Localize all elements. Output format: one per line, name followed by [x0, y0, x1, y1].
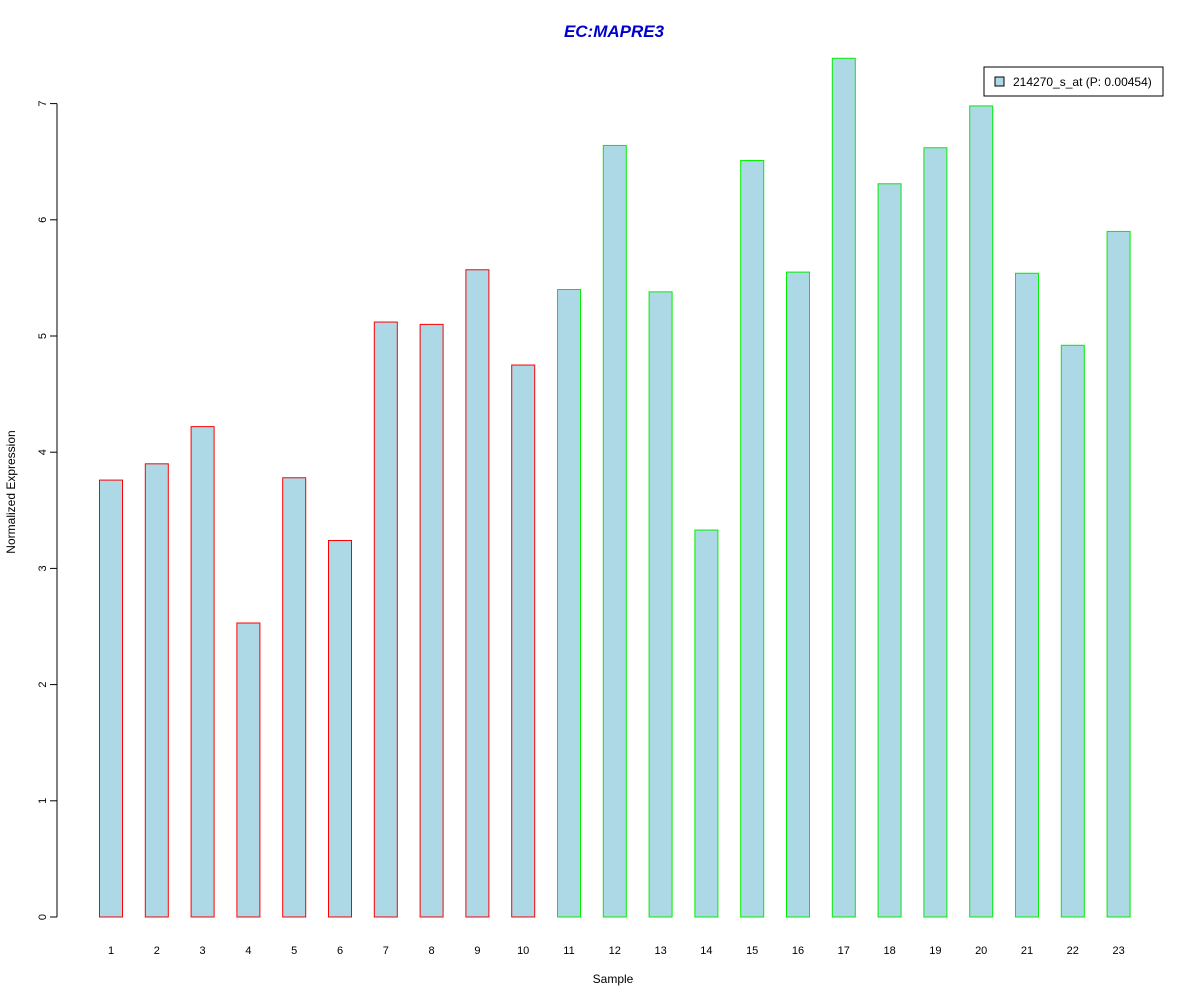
bar-sample-23: [1106, 230, 1131, 918]
x-tick-label: 1: [108, 945, 114, 957]
x-tick-label: 12: [609, 945, 621, 957]
legend-label: 214270_s_at (P: 0.00454): [1013, 75, 1152, 89]
x-tick-label: 9: [474, 945, 480, 957]
bar-sample-10: [511, 364, 536, 918]
bar-sample-3: [190, 426, 215, 918]
chart-title: EC:MAPRE3: [564, 22, 665, 41]
x-tick-label: 5: [291, 945, 297, 957]
bar-sample-8: [419, 323, 444, 918]
y-tick-label: 2: [37, 682, 49, 688]
x-tick-label: 6: [337, 945, 343, 957]
bar-sample-12: [602, 144, 627, 918]
x-axis-label: Sample: [593, 972, 634, 986]
bar-sample-13: [648, 291, 673, 918]
x-tick-label: 10: [517, 945, 529, 957]
legend-swatch: [994, 76, 1005, 87]
bar-sample-18: [877, 183, 902, 918]
x-tick-label: 8: [429, 945, 435, 957]
legend: 214270_s_at (P: 0.00454): [983, 66, 1164, 97]
bar-sample-16: [786, 271, 810, 918]
y-tick-label: 0: [37, 914, 49, 920]
legend-box: [983, 66, 1164, 97]
bar-sample-6: [328, 540, 352, 918]
bar-sample-2: [144, 463, 169, 918]
bar-sample-5: [282, 477, 307, 918]
x-tick-label: 14: [700, 945, 712, 957]
x-tick-label: 15: [746, 945, 758, 957]
y-tick-label: 5: [37, 333, 49, 339]
x-tick-label: 13: [654, 945, 666, 957]
bar-sample-15: [740, 160, 765, 918]
bar-sample-19: [923, 147, 948, 918]
bar-sample-14: [694, 529, 719, 918]
y-axis: 0 1 2 3 4 5 6 7: [37, 101, 58, 920]
bar-sample-9: [465, 269, 490, 918]
bars: [99, 57, 1131, 918]
bar-sample-1: [99, 479, 123, 918]
y-tick-label: 6: [37, 217, 49, 223]
x-tick-label: 23: [1112, 945, 1124, 957]
bar-sample-20: [969, 105, 994, 918]
x-tick-label: 21: [1021, 945, 1033, 957]
x-tick-labels: 1 2 3 4 5 6 7 8 9 10 11 12 13 14 15 16 17 18 19 20 21 22 23: [108, 945, 1125, 957]
bar-sample-21: [1015, 272, 1039, 918]
x-tick-label: 11: [563, 945, 574, 957]
x-tick-label: 22: [1067, 945, 1079, 957]
x-tick-label: 7: [383, 945, 389, 957]
y-tick-label: 1: [37, 798, 49, 804]
bar-sample-22: [1060, 344, 1085, 918]
bar-sample-11: [557, 289, 581, 918]
x-tick-label: 18: [883, 945, 895, 957]
bar-sample-4: [236, 622, 261, 918]
y-tick-label: 7: [37, 101, 49, 107]
x-tick-label: 4: [245, 945, 251, 957]
y-tick-label: 4: [37, 449, 49, 455]
x-tick-label: 2: [154, 945, 160, 957]
x-tick-label: 3: [200, 945, 206, 957]
x-tick-label: 16: [792, 945, 804, 957]
x-tick-label: 17: [838, 945, 850, 957]
x-tick-label: 20: [975, 945, 987, 957]
bar-sample-7: [373, 321, 398, 918]
y-tick-label: 3: [37, 565, 49, 571]
x-tick-label: 19: [929, 945, 941, 957]
y-axis-label: Normalized Expression: [4, 430, 18, 553]
bar-sample-17: [831, 57, 856, 918]
